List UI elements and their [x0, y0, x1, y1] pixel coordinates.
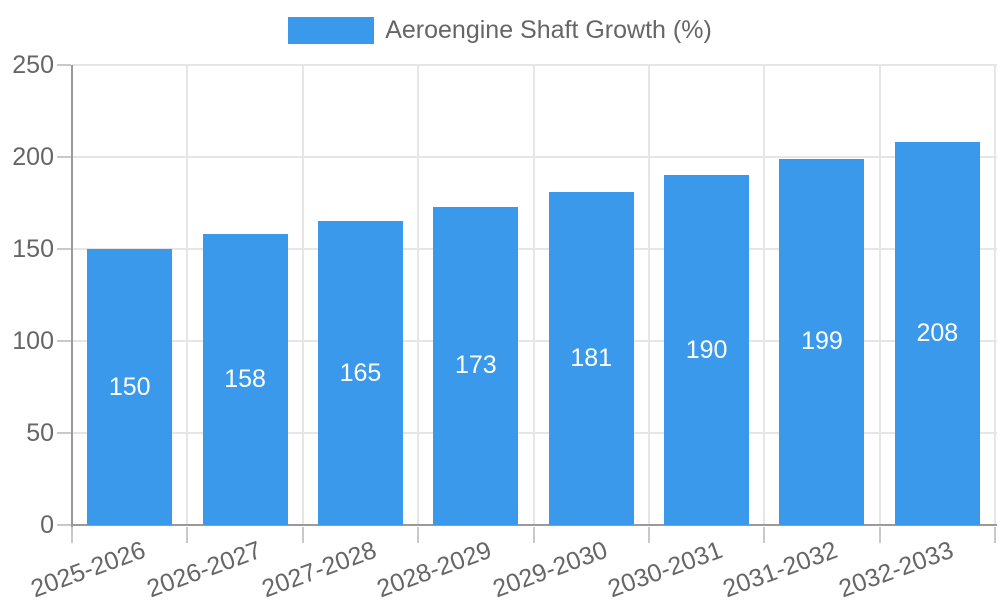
x-gridline [301, 65, 304, 525]
x-axis-tick-label: 2026-2027 [142, 536, 265, 600]
y-axis-tick-label: 0 [40, 510, 54, 539]
bar[interactable]: 199 [779, 158, 865, 525]
x-axis-tick-label: 2030-2031 [604, 536, 727, 600]
x-axis-tick-label: 2029-2030 [488, 536, 611, 600]
x-axis-tick-mark [878, 527, 881, 543]
x-axis-line [71, 524, 997, 526]
x-gridline [532, 65, 535, 525]
x-gridline [994, 65, 996, 525]
x-axis-tick-mark [71, 527, 73, 543]
x-axis-tick-mark [994, 527, 996, 543]
x-axis-tick-mark [532, 527, 535, 543]
y-gridline [72, 248, 997, 250]
legend-label: Aeroengine Shaft Growth (%) [385, 16, 712, 44]
bar-value-label: 208 [916, 319, 959, 348]
bar-value-label: 165 [339, 358, 382, 387]
y-axis-line [71, 65, 73, 527]
y-axis-tick-label: 200 [12, 142, 54, 171]
bar-value-label: 173 [454, 351, 497, 380]
x-axis-tick-mark [417, 527, 420, 543]
bar[interactable]: 150 [87, 249, 173, 525]
bar-value-label: 190 [685, 335, 728, 364]
bar[interactable]: 173 [433, 206, 519, 525]
y-axis-tick-mark [57, 64, 71, 66]
y-axis-tick-mark [57, 340, 71, 342]
bar[interactable]: 158 [202, 234, 288, 525]
x-gridline [186, 65, 189, 525]
y-axis-tick-mark [57, 156, 71, 158]
x-gridline [763, 65, 766, 525]
bar[interactable]: 190 [664, 175, 750, 525]
x-axis-tick-label: 2027-2028 [258, 536, 381, 600]
y-axis-tick-label: 150 [12, 234, 54, 263]
bar-value-label: 150 [108, 372, 151, 401]
y-gridline [72, 432, 997, 434]
y-axis-tick-label: 50 [26, 418, 54, 447]
bar-value-label: 199 [801, 327, 843, 356]
y-gridline [72, 340, 997, 342]
x-axis-tick-mark [186, 527, 189, 543]
bar[interactable]: 208 [894, 142, 980, 525]
x-axis-tick-mark [763, 527, 766, 543]
x-gridline [647, 65, 650, 525]
x-axis-tick-mark [647, 527, 650, 543]
legend-item[interactable]: Aeroengine Shaft Growth (%) [288, 17, 712, 44]
x-axis-tick-label: 2028-2029 [373, 536, 496, 600]
y-axis-tick-mark [57, 432, 71, 434]
x-axis-tick-label: 2031-2032 [719, 536, 842, 600]
bar-value-label: 158 [224, 365, 266, 394]
x-gridline [878, 65, 881, 525]
legend: Aeroengine Shaft Growth (%) [0, 17, 1000, 44]
bar[interactable]: 181 [548, 191, 634, 525]
y-gridline [72, 64, 997, 66]
bar[interactable]: 165 [317, 221, 403, 525]
y-axis-tick-mark [57, 524, 71, 526]
x-axis-tick-label: 2032-2033 [834, 536, 957, 600]
y-gridline [72, 156, 997, 158]
legend-swatch [288, 17, 375, 44]
bar-value-label: 181 [570, 343, 613, 372]
y-axis-tick-mark [57, 248, 71, 250]
y-axis-tick-label: 100 [12, 326, 54, 355]
x-axis-tick-label: 2025-2026 [27, 536, 150, 600]
y-axis-tick-label: 250 [12, 50, 54, 79]
x-gridline [417, 65, 420, 525]
x-axis-tick-mark [301, 527, 304, 543]
